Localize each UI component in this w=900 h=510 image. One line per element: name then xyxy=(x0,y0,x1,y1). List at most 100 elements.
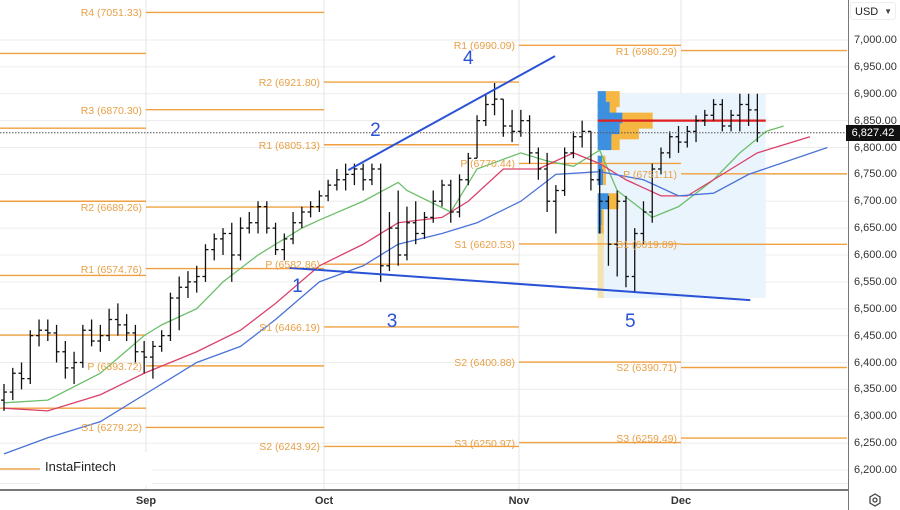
current-price-tag: 6,827.42 xyxy=(846,124,900,141)
ohlc-bar xyxy=(246,212,253,234)
volume-profile-bar-blue xyxy=(597,134,612,151)
ohlc-bar xyxy=(167,292,174,341)
ohlc-bar xyxy=(544,152,551,212)
y-tick-label: 6,450.00 xyxy=(854,329,897,342)
ohlc-bar xyxy=(482,93,489,126)
wave-label: 3 xyxy=(386,311,398,333)
pivot-label: S1 (6619.89) xyxy=(616,239,677,252)
volume-profile-bar-blue xyxy=(597,169,604,186)
moving-average-line xyxy=(3,125,784,404)
chevron-down-icon: ▼ xyxy=(884,7,892,16)
pivot-label: S2 (6400.88) xyxy=(454,357,515,370)
moving-average-line xyxy=(3,146,828,455)
ohlc-bar xyxy=(386,212,393,272)
ohlc-bar xyxy=(395,190,402,266)
settings-gear-icon[interactable] xyxy=(868,493,882,507)
ohlc-bar xyxy=(149,341,156,379)
y-tick-label: 6,550.00 xyxy=(854,275,897,288)
volume-profile-bar-faint xyxy=(597,233,604,298)
ohlc-bar xyxy=(290,212,297,245)
ohlc-bar xyxy=(27,330,34,384)
ohlc-bar xyxy=(675,126,682,153)
pivot-label: S3 (6259.49) xyxy=(616,433,677,446)
ohlc-bar xyxy=(141,341,148,374)
ohlc-bar xyxy=(377,163,384,282)
pivot-label: S1 (6620.53) xyxy=(454,238,515,251)
price-chart[interactable] xyxy=(0,0,848,490)
ohlc-bar xyxy=(106,308,113,341)
pivot-label: R4 (7051.33) xyxy=(80,7,142,20)
ohlc-bar xyxy=(430,190,437,223)
x-tick-label: Sep xyxy=(135,495,157,507)
ohlc-bar xyxy=(44,319,51,341)
pivot-label: R2 (6921.80) xyxy=(258,77,320,90)
ohlc-bar xyxy=(193,265,200,293)
ohlc-bars xyxy=(1,83,761,411)
volume-profile-bar-orange xyxy=(603,169,606,186)
volume-profile-bar-orange xyxy=(608,193,619,210)
ohlc-bar xyxy=(658,147,664,175)
y-tick-label: 6,950.00 xyxy=(854,60,897,73)
ohlc-bar xyxy=(403,206,410,261)
ohlc-bar xyxy=(719,99,726,132)
x-tick-label: Dec xyxy=(670,495,692,507)
ohlc-bar xyxy=(333,169,340,191)
y-tick-label: 6,300.00 xyxy=(854,410,897,423)
ohlc-bar xyxy=(368,163,375,186)
ohlc-bar xyxy=(255,201,262,234)
y-tick-label: 6,900.00 xyxy=(854,87,897,100)
y-tick-label: 6,700.00 xyxy=(854,195,897,208)
volume-profile-bar-orange xyxy=(611,134,620,151)
ohlc-bar xyxy=(693,115,700,143)
ohlc-bar xyxy=(631,228,638,293)
wave-label: 4 xyxy=(462,47,474,69)
y-tick-label: 6,750.00 xyxy=(854,168,897,181)
ohlc-bar xyxy=(325,179,332,202)
ohlc-bar xyxy=(412,201,419,245)
ohlc-bar xyxy=(272,222,279,255)
y-tick-label: 6,850.00 xyxy=(854,114,897,127)
ohlc-bar xyxy=(88,319,95,347)
y-tick-label: 6,350.00 xyxy=(854,383,897,396)
ohlc-bar xyxy=(114,303,121,336)
ohlc-bar xyxy=(53,324,60,363)
ohlc-bar xyxy=(263,201,270,234)
ohlc-bar xyxy=(79,324,86,368)
volume-profile-bar-blue xyxy=(597,193,609,210)
ohlc-bar xyxy=(176,276,183,331)
ohlc-bar xyxy=(228,222,235,282)
volume-profile-bar-blue xyxy=(597,91,606,108)
price-axis[interactable] xyxy=(848,0,900,510)
ohlc-bar xyxy=(62,341,69,379)
pivot-label: P (6751.11) xyxy=(623,168,677,181)
y-tick-label: 7,000.00 xyxy=(854,34,897,46)
pivot-label: R1 (6980.29) xyxy=(615,45,677,58)
ohlc-bar xyxy=(570,131,577,159)
ohlc-bar xyxy=(526,115,533,164)
ohlc-bar xyxy=(342,163,349,191)
pivot-label: R1 (6574.76) xyxy=(80,263,142,276)
ohlc-bar xyxy=(18,362,25,390)
y-tick-label: 6,650.00 xyxy=(854,222,897,235)
ohlc-bar xyxy=(684,126,691,148)
pivot-label: P (6770.44) xyxy=(460,158,515,171)
ohlc-bar xyxy=(587,130,594,191)
ohlc-bar xyxy=(535,147,542,180)
ohlc-bar xyxy=(622,195,629,288)
pivot-label: S1 (6279.22) xyxy=(81,422,142,435)
ohlc-bar xyxy=(517,109,524,137)
volume-profile-bar-orange xyxy=(601,209,604,226)
pivot-label: P (6582.86) xyxy=(265,259,320,272)
currency-value: USD xyxy=(855,6,879,18)
ohlc-bar xyxy=(36,319,43,347)
ohlc-bar xyxy=(552,185,559,234)
wave-label: 2 xyxy=(370,120,381,142)
ohlc-bar xyxy=(307,201,314,218)
ohlc-bar xyxy=(465,152,472,186)
ohlc-bar xyxy=(736,93,743,132)
currency-dropdown[interactable]: USD ▼ xyxy=(850,2,896,20)
wave-label: 1 xyxy=(292,276,303,298)
moving-average-line xyxy=(3,136,811,412)
ohlc-bar xyxy=(456,174,463,218)
volume-profile-bar-orange xyxy=(619,123,639,140)
